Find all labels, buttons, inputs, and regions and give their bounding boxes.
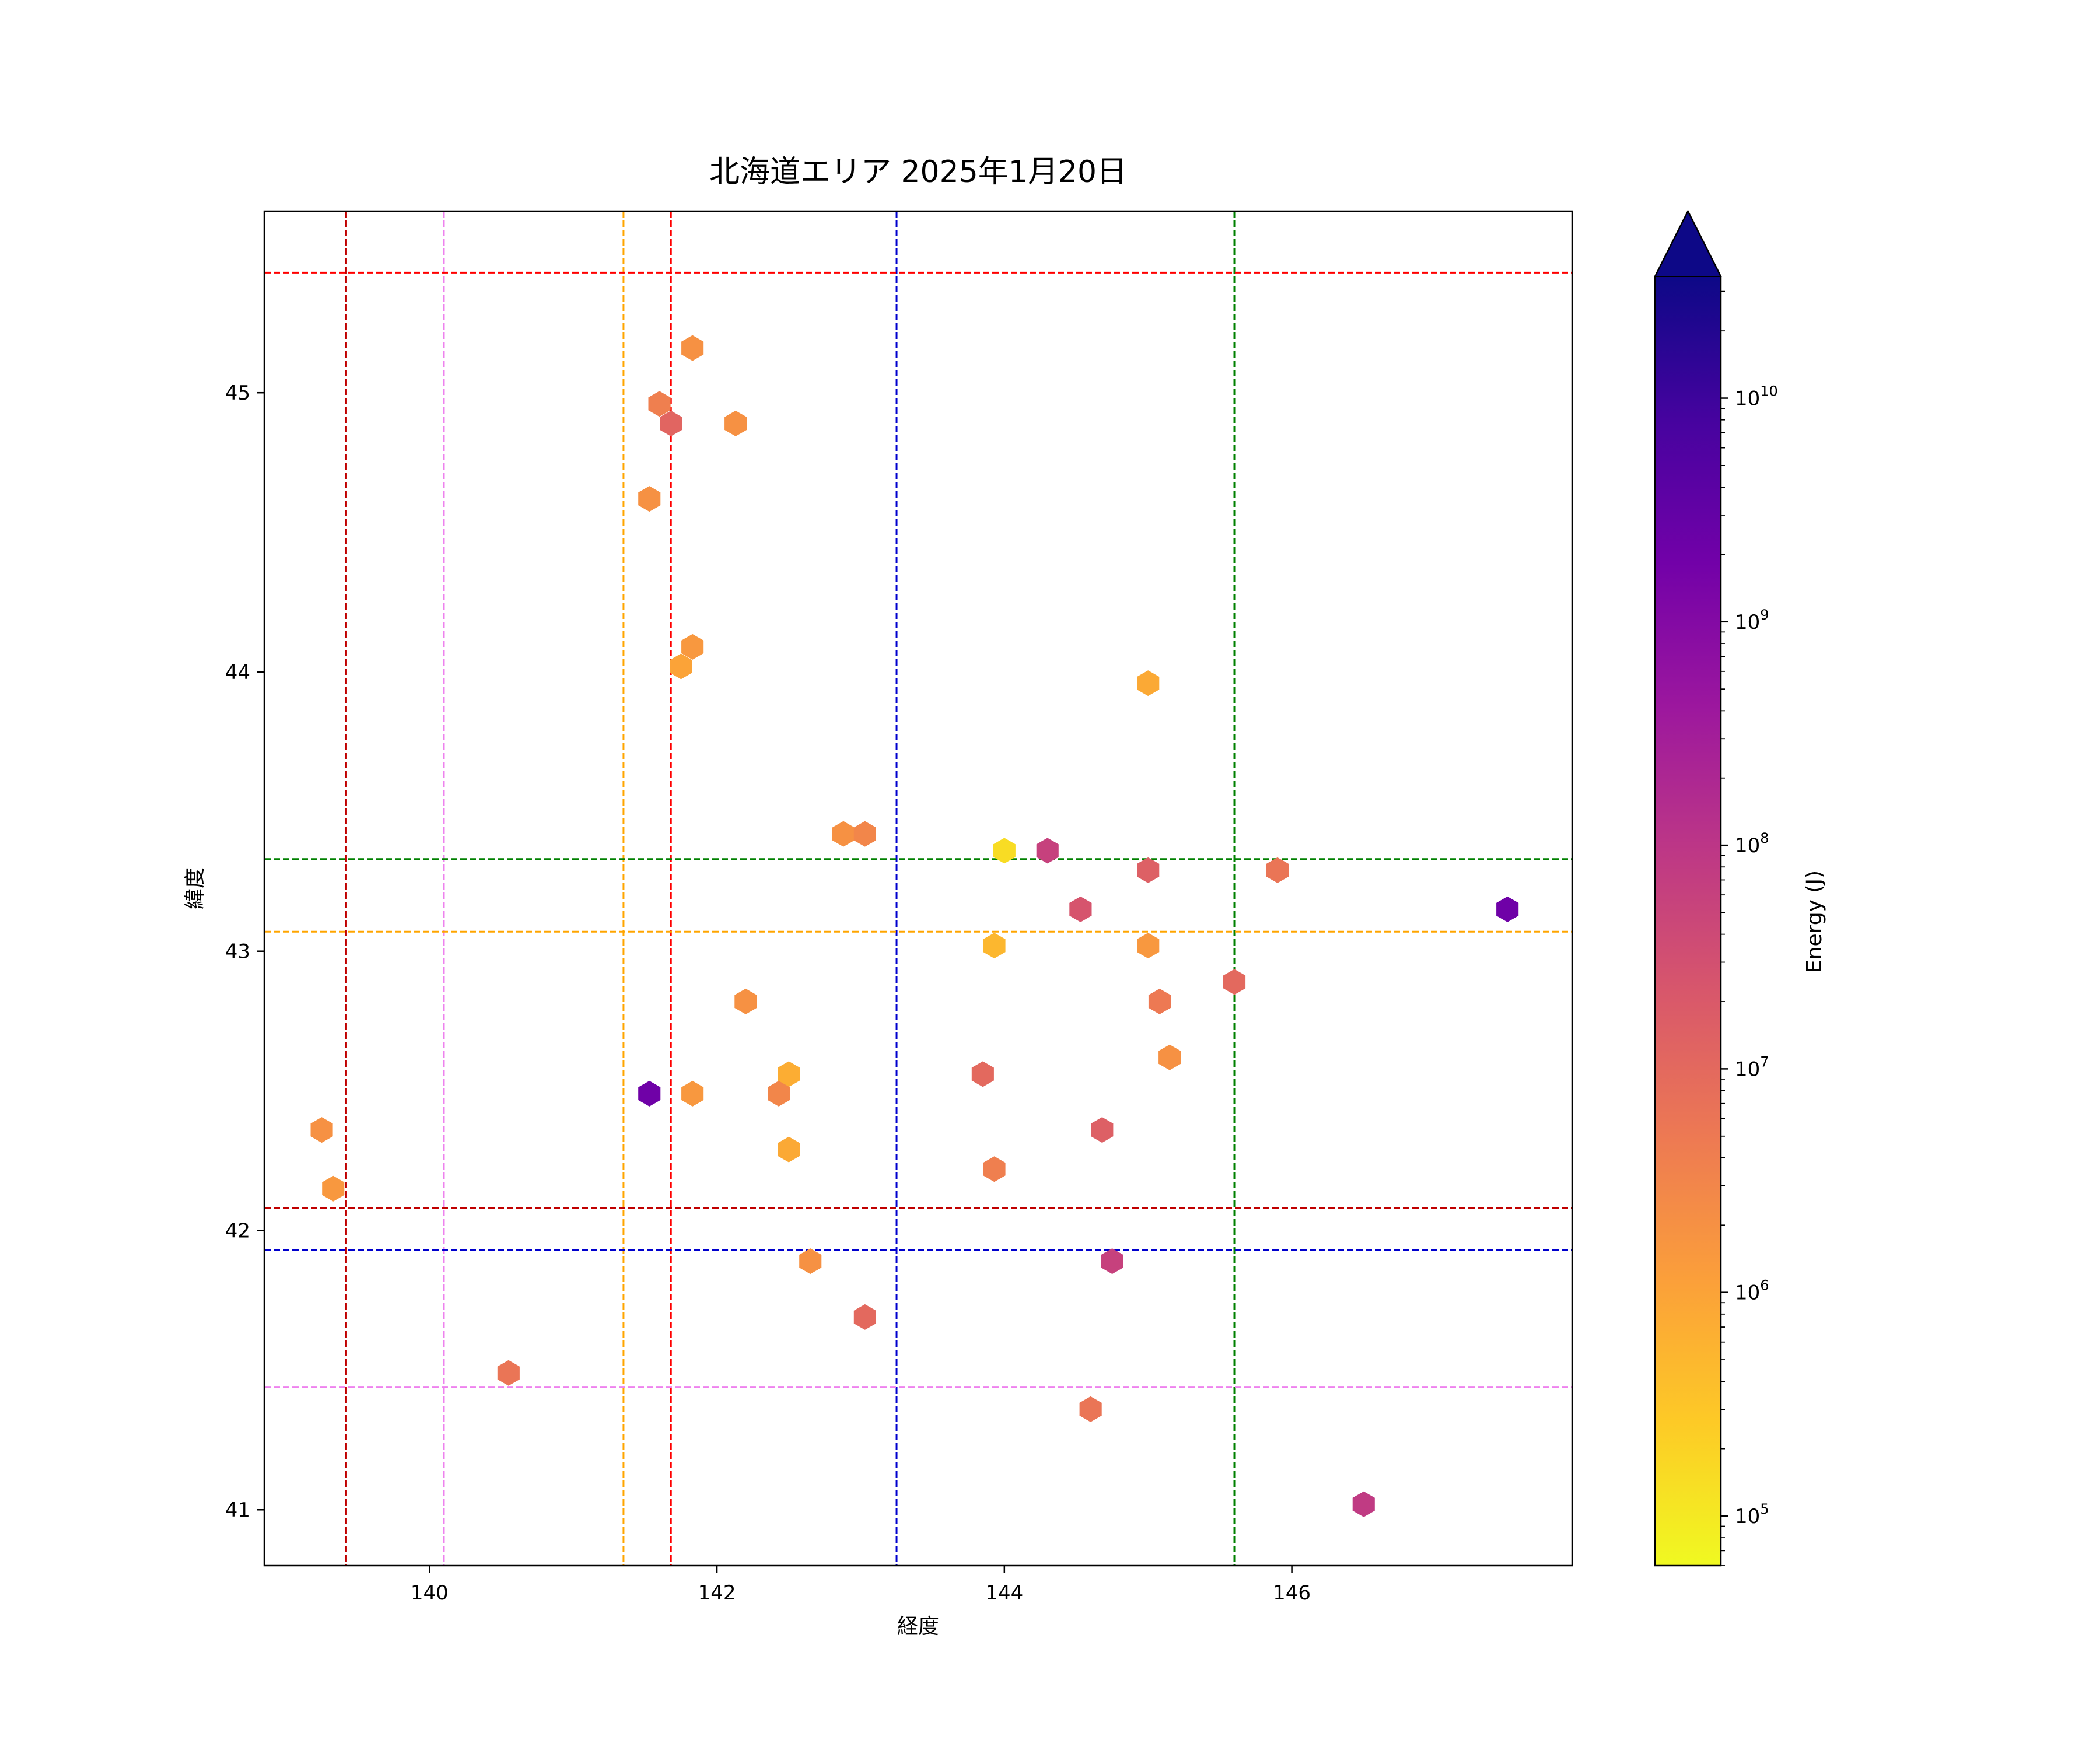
hexbin-point (778, 1061, 800, 1087)
hexbin-point (1148, 988, 1171, 1014)
hexbin-point (497, 1360, 520, 1386)
hexbin-point (983, 1156, 1006, 1182)
colorbar-gradient (1655, 276, 1721, 1566)
hexbin-point (1137, 933, 1160, 959)
hexbin-point (681, 1080, 704, 1107)
chart-title: 北海道エリア 2025年1月20日 (709, 155, 1127, 190)
hexbin-point (799, 1248, 822, 1275)
hexbin-point (1069, 896, 1092, 922)
hexbin-point (648, 391, 671, 417)
hexbin-point (1496, 896, 1519, 922)
y-tick-label: 42 (225, 1219, 250, 1242)
y-axis-label: 緯度 (183, 867, 207, 909)
y-axis: 41 42 43 44 45 (225, 382, 264, 1522)
colorbar-extend-arrow (1654, 209, 1722, 277)
plot-area (264, 211, 1572, 1566)
hexbin-point (971, 1061, 994, 1087)
hexbin-point (1266, 857, 1289, 883)
x-tick-label: 142 (698, 1581, 736, 1605)
colorbar-tick-label: 108 (1735, 830, 1769, 858)
x-tick-label: 144 (985, 1581, 1023, 1605)
hexbin-point (310, 1117, 333, 1143)
hexbin-point (734, 988, 757, 1014)
y-tick-label: 45 (225, 382, 250, 405)
hexbin-point (638, 1080, 661, 1107)
hexbin-point (681, 335, 704, 361)
hexbin-point (322, 1175, 345, 1202)
hexbin-point (993, 838, 1016, 864)
hexbin-point (1091, 1117, 1114, 1143)
hexbin-point (638, 486, 661, 512)
hexbin-point (660, 410, 682, 436)
x-axis-label: 経度 (897, 1615, 939, 1639)
hexbin-point (778, 1136, 800, 1163)
colorbar-label: Energy (J) (1803, 870, 1826, 973)
colorbar: 105 106 107 108 109 1010 Energy (J) (1654, 209, 1826, 1567)
hexbin-point (724, 410, 747, 436)
hexbin-point (1352, 1491, 1375, 1517)
hexbin-point (1137, 857, 1160, 883)
plot-frame (263, 210, 1573, 1567)
colorbar-tick-label: 1010 (1735, 383, 1778, 411)
hexbin-point (768, 1080, 790, 1107)
hexbin-point (983, 933, 1006, 959)
hexbin-point (1223, 969, 1246, 995)
y-tick-label: 44 (225, 661, 250, 684)
data-points (310, 335, 1519, 1517)
y-tick-label: 41 (225, 1499, 250, 1522)
x-tick-label: 146 (1273, 1581, 1311, 1605)
hexbin-point (853, 1304, 876, 1330)
colorbar-tick-label: 109 (1735, 607, 1769, 634)
hexbin-point (1137, 670, 1160, 696)
colorbar-tick-label: 106 (1735, 1278, 1769, 1305)
hexbin-point (1079, 1396, 1102, 1422)
colorbar-tick-label: 105 (1735, 1501, 1769, 1528)
hexbin-point (832, 821, 855, 847)
colorbar-outline (1654, 209, 1722, 1567)
reference-lines (264, 211, 1572, 1566)
x-tick-label: 140 (411, 1581, 449, 1605)
hexbin-point (670, 653, 692, 680)
hexbin-point (681, 634, 704, 660)
y-tick-label: 43 (225, 940, 250, 964)
hexbin-point (1158, 1044, 1181, 1070)
hexbin-point (1101, 1248, 1124, 1275)
colorbar-tick-label: 107 (1735, 1054, 1769, 1081)
hexbin-point (853, 821, 876, 847)
hexbin-point (1036, 838, 1059, 864)
x-axis: 140 142 144 146 (411, 1566, 1311, 1605)
colorbar-ticks: 105 106 107 108 109 1010 (1721, 290, 1778, 1566)
